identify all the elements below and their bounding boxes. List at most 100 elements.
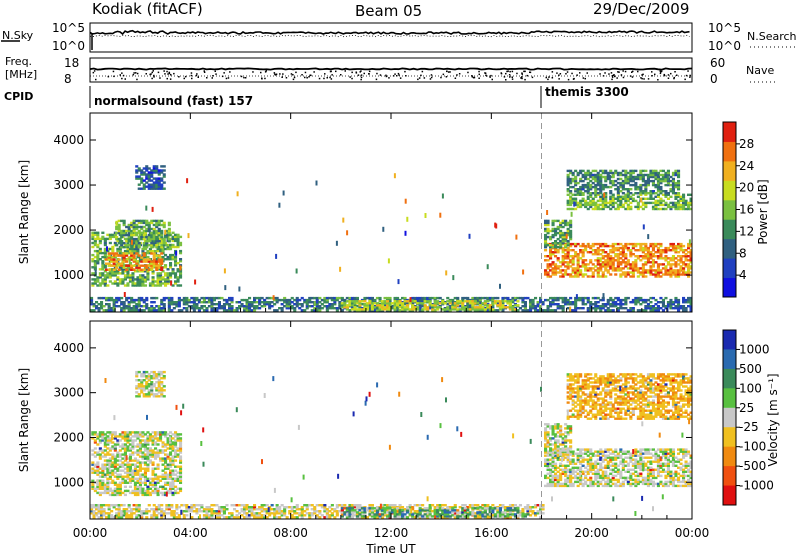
power-cell-6 [579, 271, 583, 274]
velocity-cell-2 [95, 512, 99, 515]
power-cell-6 [621, 246, 625, 250]
velocity-cell-0 [128, 439, 132, 442]
power-cell-8 [687, 203, 691, 207]
power-scatter-point [452, 275, 455, 281]
power-cell-4 [210, 296, 214, 300]
power-cell-2 [127, 225, 131, 229]
velocity-cell-0 [111, 493, 115, 497]
power-cell-4 [320, 298, 324, 302]
power-cell-5 [496, 304, 500, 307]
power-cell-9 [651, 192, 655, 195]
power-cell-2 [130, 221, 134, 225]
power-cell-0 [133, 247, 137, 251]
power-cell-4 [541, 303, 545, 306]
power-cell-9 [671, 183, 675, 187]
power-cell-9 [634, 177, 638, 181]
velocity-cell-0 [108, 477, 112, 480]
power-cell-0 [121, 270, 125, 273]
power-cell-4 [240, 303, 244, 306]
nave-point [397, 72, 400, 75]
nave-point [360, 70, 362, 72]
power-cell-4 [305, 301, 309, 304]
power-cell-10 [671, 301, 675, 304]
power-cell-0 [161, 276, 165, 279]
velocity-cell-0 [133, 471, 137, 474]
power-cell-6 [649, 257, 653, 260]
power-cell-6 [576, 253, 580, 256]
velocity-cell-0 [138, 441, 142, 444]
power-cell-8 [621, 205, 625, 209]
power-cell-4 [363, 296, 367, 300]
power-cell-10 [674, 301, 678, 304]
velocity-cell-0 [133, 491, 137, 495]
power-cell-9 [594, 183, 598, 187]
power-cell-6 [664, 255, 668, 258]
velocity-cell-0 [103, 489, 107, 493]
velocity-cell-0 [151, 443, 155, 446]
power-cell-4 [122, 305, 126, 308]
power-cell-9 [574, 169, 578, 173]
velocity-cell-0 [148, 461, 152, 464]
power-cell-9 [664, 175, 668, 179]
power-cell-4 [338, 307, 342, 310]
velocity-cell-2 [132, 512, 136, 515]
power-cell-4 [100, 296, 104, 300]
nave-point [281, 76, 283, 78]
power-cell-8 [669, 207, 673, 211]
power-cell-6 [621, 253, 625, 256]
nave-point [113, 75, 115, 78]
power-cell-6 [584, 273, 588, 276]
power-cell-2 [167, 227, 171, 231]
velocity-cell-2 [100, 516, 104, 519]
power-cell-10 [619, 307, 623, 310]
power-cell-0 [146, 278, 150, 281]
power-cell-4 [192, 303, 196, 306]
power-cell-9 [599, 192, 603, 195]
power-cell-5 [473, 300, 477, 303]
power-cell-9 [601, 188, 605, 191]
power-cell-3 [150, 185, 154, 188]
power-cell-3 [137, 167, 141, 170]
power-cell-8 [659, 199, 663, 203]
power-cell-6 [687, 269, 691, 272]
power-cell-7 [546, 244, 550, 247]
power-cell-6 [581, 265, 585, 268]
velocity-cell-2 [162, 512, 166, 515]
power-cell-1 [122, 258, 126, 261]
velocity-cell-0 [141, 457, 145, 460]
velocity-cell-0 [138, 433, 142, 436]
power-cell-4 [205, 301, 209, 304]
velocity-cell-2 [155, 516, 159, 519]
power-cell-9 [649, 173, 653, 177]
velocity-cell-2 [117, 514, 121, 517]
power-cell-0 [169, 245, 173, 249]
power-cell-6 [634, 255, 638, 258]
power-cell-0 [174, 280, 178, 283]
power-cell-9 [566, 169, 570, 173]
power-cell-0 [123, 276, 127, 279]
velocity-cell-1 [157, 370, 161, 374]
velocity-cell-0 [179, 445, 183, 448]
velocity-cell-2 [95, 504, 99, 507]
power-cell-10 [661, 303, 665, 306]
power-cell-4 [360, 303, 364, 306]
power-cell-9 [599, 177, 603, 181]
velocity-cell-0 [96, 463, 100, 466]
power-cell-9 [629, 171, 633, 175]
velocity-cell-0 [146, 447, 150, 450]
velocity-cell-0 [166, 437, 170, 440]
velocity-cell-0 [151, 481, 155, 484]
velocity-cell-0 [179, 469, 183, 472]
power-cell-10 [639, 298, 643, 302]
power-cell-4 [295, 301, 299, 304]
velocity-cell-0 [136, 437, 140, 440]
power-cell-4 [167, 301, 171, 304]
power-cell-8 [674, 195, 678, 198]
power-cell-6 [611, 259, 615, 262]
power-cell-6 [566, 249, 570, 252]
power-cell-6 [674, 261, 678, 264]
velocity-cell-0 [128, 457, 132, 460]
velocity-cell-0 [133, 481, 137, 484]
velocity-cell-2 [202, 514, 206, 517]
power-cell-6 [664, 249, 668, 252]
